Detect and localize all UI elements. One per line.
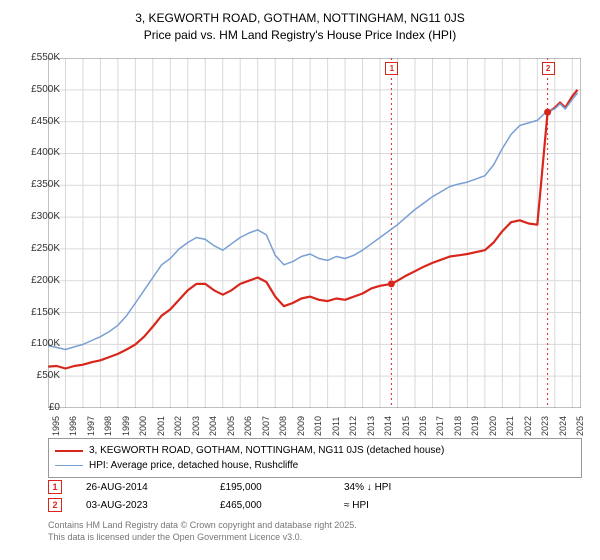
x-tick-label: 2011	[331, 417, 341, 436]
y-tick-label: £400K	[16, 147, 60, 158]
x-tick-label: 1995	[51, 416, 61, 436]
event-marker-icon: 1	[48, 480, 62, 494]
y-tick-label: £100K	[16, 338, 60, 349]
y-tick-label: £450K	[16, 116, 60, 127]
x-tick-label: 2014	[383, 416, 393, 436]
y-tick-label: £300K	[16, 211, 60, 222]
x-tick-label: 1999	[121, 416, 131, 436]
x-tick-label: 2003	[191, 416, 201, 436]
event-delta: ≈ HPI	[344, 500, 369, 511]
x-tick-label: 2024	[558, 416, 568, 436]
x-tick-label: 2021	[505, 416, 515, 436]
x-tick-label: 2001	[156, 416, 166, 436]
x-tick-label: 2007	[261, 416, 271, 436]
title-line-2: Price paid vs. HM Land Registry's House …	[0, 27, 600, 44]
event-delta: 34% ↓ HPI	[344, 482, 391, 493]
x-tick-label: 2009	[296, 416, 306, 436]
x-tick-label: 2013	[366, 416, 376, 436]
event-price: £195,000	[220, 482, 320, 493]
x-tick-label: 1998	[103, 416, 113, 436]
y-tick-label: £250K	[16, 243, 60, 254]
x-tick-label: 2005	[226, 416, 236, 436]
x-tick-label: 2022	[523, 416, 533, 436]
plot-svg	[48, 58, 581, 408]
event-row: 2 03-AUG-2023 £465,000 ≈ HPI	[48, 496, 391, 514]
x-tick-label: 2018	[453, 416, 463, 436]
legend-swatch	[55, 465, 83, 466]
event-date: 03-AUG-2023	[86, 500, 196, 511]
y-tick-label: £550K	[16, 52, 60, 63]
legend-label: HPI: Average price, detached house, Rush…	[89, 458, 298, 473]
x-tick-label: 2012	[348, 416, 358, 436]
x-tick-label: 2004	[208, 416, 218, 436]
title-line-1: 3, KEGWORTH ROAD, GOTHAM, NOTTINGHAM, NG…	[0, 10, 600, 27]
x-tick-label: 1997	[86, 416, 96, 436]
x-tick-label: 2002	[173, 416, 183, 436]
legend-label: 3, KEGWORTH ROAD, GOTHAM, NOTTINGHAM, NG…	[89, 443, 444, 458]
sale-marker-1: 1	[385, 62, 398, 75]
event-marker-icon: 2	[48, 498, 62, 512]
event-price: £465,000	[220, 500, 320, 511]
y-tick-label: £50K	[16, 370, 60, 381]
x-tick-label: 2023	[540, 416, 550, 436]
x-tick-label: 2025	[575, 416, 585, 436]
x-tick-label: 1996	[68, 416, 78, 436]
copyright-line-2: This data is licensed under the Open Gov…	[48, 532, 357, 544]
x-tick-label: 2019	[470, 416, 480, 436]
y-tick-label: £0	[16, 402, 60, 413]
legend-swatch	[55, 450, 83, 452]
x-tick-label: 2015	[401, 416, 411, 436]
copyright: Contains HM Land Registry data © Crown c…	[48, 520, 357, 543]
x-tick-label: 2008	[278, 416, 288, 436]
legend-row: 3, KEGWORTH ROAD, GOTHAM, NOTTINGHAM, NG…	[55, 443, 575, 458]
sale-marker-2: 2	[542, 62, 555, 75]
y-tick-label: £350K	[16, 179, 60, 190]
copyright-line-1: Contains HM Land Registry data © Crown c…	[48, 520, 357, 532]
x-tick-label: 2000	[138, 416, 148, 436]
legend-row: HPI: Average price, detached house, Rush…	[55, 458, 575, 473]
event-row: 1 26-AUG-2014 £195,000 34% ↓ HPI	[48, 478, 391, 496]
legend: 3, KEGWORTH ROAD, GOTHAM, NOTTINGHAM, NG…	[48, 438, 582, 478]
x-tick-label: 2006	[243, 416, 253, 436]
y-tick-label: £500K	[16, 84, 60, 95]
x-tick-label: 2016	[418, 416, 428, 436]
x-tick-label: 2010	[313, 416, 323, 436]
x-tick-label: 2020	[488, 416, 498, 436]
event-date: 26-AUG-2014	[86, 482, 196, 493]
x-tick-label: 2017	[435, 416, 445, 436]
chart	[48, 58, 581, 408]
event-table: 1 26-AUG-2014 £195,000 34% ↓ HPI 2 03-AUG-202…	[48, 478, 391, 514]
y-tick-label: £150K	[16, 307, 60, 318]
y-tick-label: £200K	[16, 275, 60, 286]
